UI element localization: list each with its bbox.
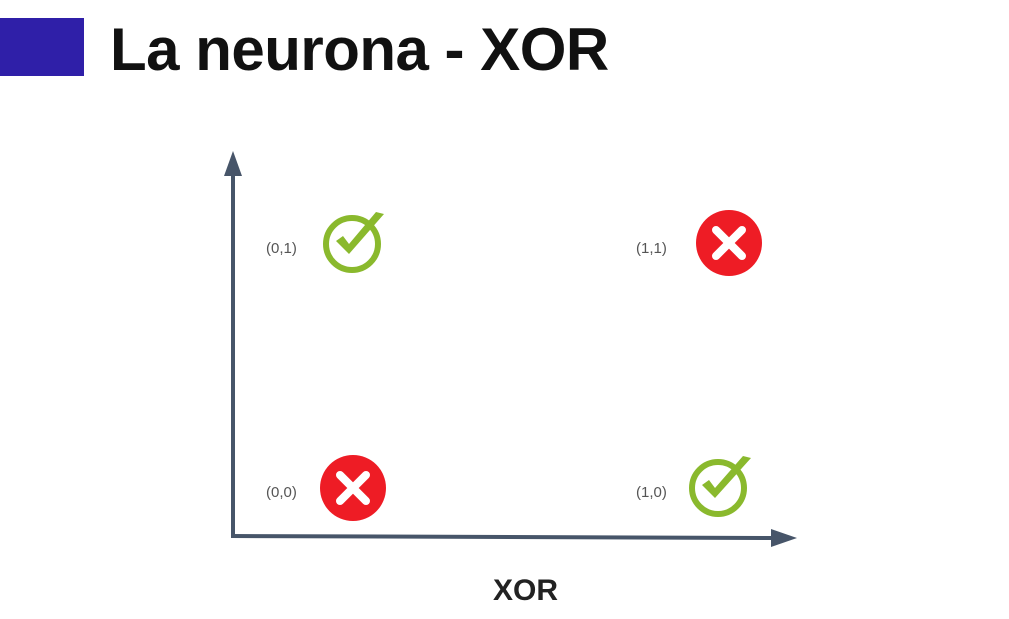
point-label: (1,1) xyxy=(636,240,667,257)
red-x-icon xyxy=(320,455,386,521)
point-0-0: (0,0) xyxy=(266,455,386,521)
diagram-caption: XOR xyxy=(492,574,558,607)
point-label: (0,1) xyxy=(266,240,297,257)
green-check-icon xyxy=(323,212,384,273)
x-axis xyxy=(230,529,797,547)
point-label: (0,0) xyxy=(266,484,297,501)
page-title: La neurona - XOR xyxy=(110,16,609,83)
point-label: (1,0) xyxy=(636,484,667,501)
brand-accent-block xyxy=(0,18,84,76)
green-check-icon xyxy=(689,456,751,517)
point-1-0: (1,0) xyxy=(636,456,751,517)
y-axis xyxy=(224,151,242,536)
point-1-1: (1,1) xyxy=(636,210,762,276)
red-x-icon xyxy=(696,210,762,276)
point-0-1: (0,1) xyxy=(266,212,384,273)
